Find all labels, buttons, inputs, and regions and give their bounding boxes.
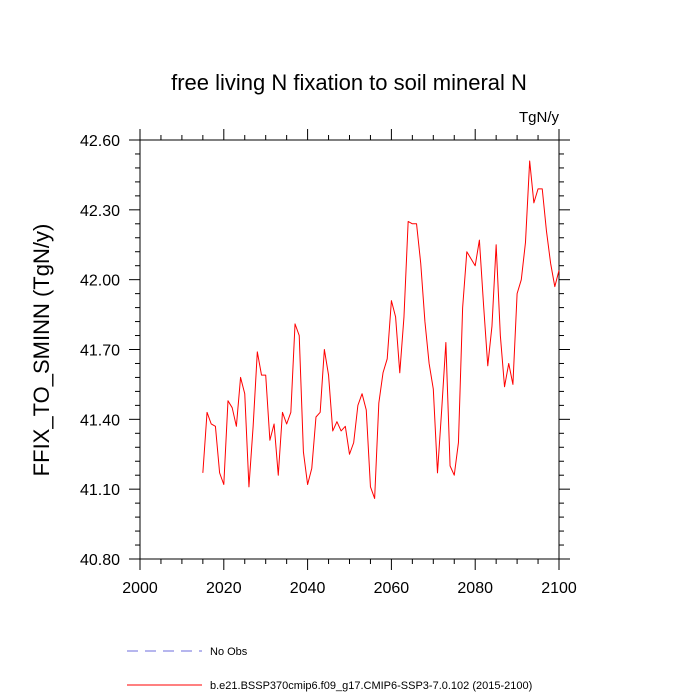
x-tick-label: 2060 — [374, 580, 410, 597]
chart-title: free living N fixation to soil mineral N — [171, 70, 527, 95]
x-axis-ticks: 2000 2020 2040 2060 2080 2100 — [122, 129, 577, 597]
chart-units: TgN/y — [519, 109, 560, 126]
y-tick-label: 42.60 — [80, 133, 120, 150]
x-tick-label: 2020 — [206, 580, 242, 597]
y-axis-ticks: 40.80 41.10 41.40 41.70 42.00 42.30 42.60 — [80, 133, 570, 569]
y-tick-label: 40.80 — [80, 552, 120, 569]
legend-model-label: b.e21.BSSP370cmip6.f09_g17.CMIP6-SSP3-7.… — [210, 680, 532, 692]
x-tick-label: 2080 — [457, 580, 493, 597]
y-tick-label: 42.30 — [80, 203, 120, 220]
y-tick-label: 41.70 — [80, 343, 120, 360]
legend-no-obs-label: No Obs — [210, 646, 248, 658]
legend: No Obs b.e21.BSSP370cmip6.f09_g17.CMIP6-… — [127, 646, 532, 692]
y-tick-label: 41.10 — [80, 482, 120, 499]
series-layer — [202, 160, 560, 499]
y-tick-label: 41.40 — [80, 412, 120, 429]
x-tick-label: 2100 — [541, 580, 577, 597]
x-tick-label: 2000 — [122, 580, 158, 597]
series-line-0 — [202, 160, 560, 499]
x-tick-label: 2040 — [290, 580, 326, 597]
plot-frame — [139, 139, 560, 560]
y-axis-label: FFIX_TO_SMINN (TgN/y) — [29, 224, 54, 477]
y-tick-label: 42.00 — [80, 273, 120, 290]
